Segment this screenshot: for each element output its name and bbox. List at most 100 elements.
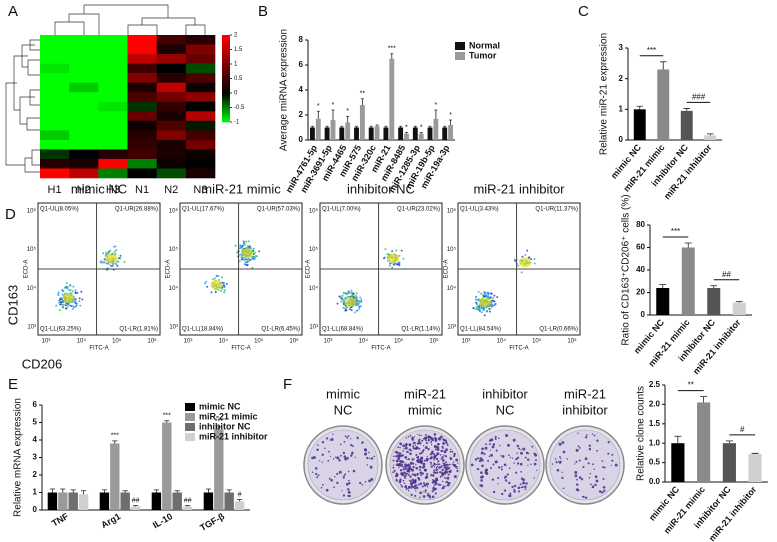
colony-dot bbox=[398, 467, 400, 469]
event-dot bbox=[243, 243, 246, 246]
event-dot bbox=[356, 304, 359, 307]
colony-dot bbox=[350, 438, 352, 440]
event-dot bbox=[76, 291, 79, 294]
colony-dot bbox=[442, 480, 444, 483]
heatmap-cell bbox=[127, 139, 157, 150]
event-dot bbox=[383, 257, 385, 260]
x-tick-label: 10⁶ bbox=[289, 338, 299, 345]
event-dot bbox=[223, 289, 226, 292]
colony-dot bbox=[418, 447, 421, 450]
colony-dot bbox=[319, 459, 321, 462]
bar bbox=[309, 127, 315, 140]
colony-dot bbox=[419, 442, 422, 445]
event-dot bbox=[221, 287, 224, 290]
error-bar bbox=[405, 132, 408, 134]
event-dot bbox=[241, 256, 244, 259]
bar bbox=[315, 118, 321, 140]
colony-dot bbox=[574, 471, 578, 474]
event-dot bbox=[253, 258, 256, 261]
heatmap-cell bbox=[127, 111, 157, 122]
event-dot bbox=[351, 293, 354, 296]
colony-dot bbox=[347, 470, 350, 473]
colony-dot bbox=[359, 481, 362, 485]
colony-dot bbox=[452, 461, 455, 463]
x-tick-label: 10⁶ bbox=[429, 338, 439, 345]
event-dot bbox=[391, 266, 394, 269]
event-dot bbox=[254, 257, 257, 259]
heatmap-cell bbox=[98, 92, 128, 103]
y-tick-label: 0 bbox=[299, 135, 304, 144]
event-dot bbox=[397, 261, 400, 264]
quadrant-label: Q1-UL(17.67%) bbox=[182, 207, 224, 213]
colony-dot bbox=[562, 487, 565, 490]
colony-dot bbox=[405, 472, 408, 475]
colony-dot bbox=[423, 491, 425, 493]
colony-dot bbox=[578, 476, 582, 479]
event-dot bbox=[254, 255, 257, 258]
bar bbox=[633, 109, 646, 140]
colony-dot bbox=[433, 433, 437, 436]
y-tick-label: 10⁶ bbox=[27, 208, 37, 215]
colony-dot bbox=[411, 468, 415, 472]
colony-dot bbox=[398, 480, 402, 484]
heatmap-cell bbox=[98, 139, 128, 150]
error-bar bbox=[683, 108, 690, 111]
heatmap-cell bbox=[185, 111, 216, 122]
colony-dot bbox=[434, 448, 437, 451]
colony-dot bbox=[333, 486, 335, 489]
heatmap-cell bbox=[40, 111, 70, 122]
event-dot bbox=[478, 309, 481, 312]
event-dot bbox=[520, 271, 523, 274]
colony-dot bbox=[500, 468, 503, 471]
colony-dot bbox=[559, 460, 562, 463]
y-tick-label: 2.5 bbox=[649, 380, 661, 389]
colony-dot bbox=[495, 449, 498, 452]
quadrant-label: Q1-LL(84.54%) bbox=[460, 327, 501, 333]
colony-dot bbox=[332, 458, 335, 460]
heatmap-cell bbox=[185, 73, 216, 83]
plot-title: mimic NC bbox=[71, 181, 127, 196]
event-dot bbox=[492, 297, 495, 300]
colony-dot bbox=[395, 479, 398, 482]
y-tick-label: 6 bbox=[299, 60, 304, 69]
event-dot bbox=[490, 292, 493, 295]
colorbar-step bbox=[222, 58, 230, 62]
colony-dot bbox=[437, 463, 440, 466]
dish-inner bbox=[549, 429, 621, 501]
event-dot bbox=[99, 261, 102, 264]
colony-dot bbox=[588, 444, 591, 447]
column-label: N3 bbox=[193, 184, 207, 196]
colony-dot bbox=[412, 462, 415, 465]
colony-dot bbox=[441, 449, 444, 452]
heatmap-cell bbox=[185, 168, 216, 179]
colony-dot bbox=[370, 477, 374, 481]
colony-dot bbox=[607, 440, 610, 444]
bar bbox=[681, 247, 695, 315]
colony-dot bbox=[395, 455, 398, 458]
event-dot bbox=[400, 249, 403, 252]
significance-label: ## bbox=[132, 497, 140, 504]
event-dot bbox=[356, 309, 359, 312]
legend-label: Tumor bbox=[469, 50, 497, 60]
error-bar bbox=[384, 125, 388, 128]
event-dot bbox=[66, 285, 69, 288]
bar bbox=[182, 506, 193, 510]
heatmap-cell bbox=[185, 130, 216, 141]
colony-dot bbox=[494, 435, 497, 439]
colony-dot bbox=[528, 452, 530, 455]
x-tick-label: 10⁴ bbox=[77, 338, 87, 345]
colony-dot bbox=[596, 449, 599, 452]
bar bbox=[47, 492, 58, 510]
event-dot bbox=[475, 301, 478, 304]
bar bbox=[722, 443, 736, 482]
colony-dot bbox=[480, 484, 484, 488]
colony-dot bbox=[511, 457, 514, 459]
colony-dot bbox=[394, 475, 397, 478]
error-bar bbox=[735, 301, 743, 303]
colony-dot bbox=[419, 482, 422, 485]
event-dot bbox=[391, 250, 394, 253]
bar bbox=[732, 302, 746, 315]
heatmap-cell bbox=[156, 139, 187, 150]
colony-dot bbox=[346, 436, 349, 439]
event-dot bbox=[211, 278, 214, 281]
